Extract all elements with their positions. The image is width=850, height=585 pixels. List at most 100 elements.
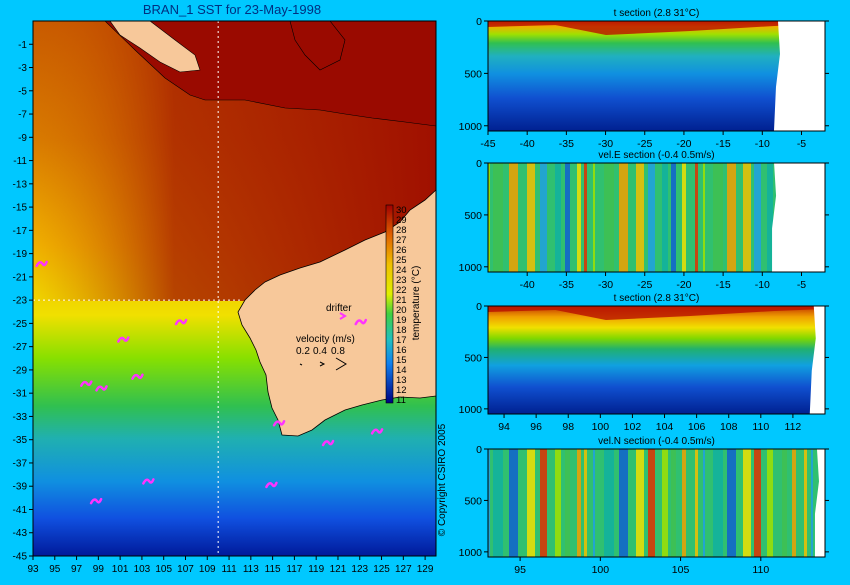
velocity-band (540, 449, 547, 557)
map-x-tick-label: 127 (395, 564, 412, 575)
map-frame (32, 20, 437, 557)
colorbar-tick-label: 18 (396, 325, 407, 336)
colorbar-tick-label: 25 (396, 255, 407, 266)
velocity-band (619, 163, 628, 272)
colorbar-tick-label: 13 (396, 375, 407, 386)
colorbar-tick-label: 28 (396, 225, 407, 236)
section-x-tick-label: -25 (637, 279, 652, 291)
velocity-band (540, 163, 547, 272)
map-y-tick-label: -9 (18, 133, 27, 144)
colorbar-tick-label: 27 (396, 235, 407, 246)
map-y-tick-label: -3 (18, 63, 27, 74)
velocity-scale-value: 0.2 (296, 346, 310, 357)
no-data-region (809, 306, 825, 414)
map-x-tick-label: 103 (134, 564, 151, 575)
section-x-tick-label: -35 (559, 138, 574, 150)
section-x-tick-label: -10 (755, 138, 770, 150)
map-y-tick-label: -25 (13, 319, 28, 330)
velocity-scale-value: 0.4 (313, 346, 327, 357)
t-section-lon-frame (487, 305, 826, 415)
colorbar-tick-label: 20 (396, 305, 407, 316)
velocity-band (493, 163, 503, 272)
section-x-tick-label: -15 (716, 279, 731, 291)
map-y-tick-label: -13 (13, 179, 28, 190)
velocity-band (682, 163, 686, 272)
veln-section-title: vel.N section (-0.4 0.5m/s) (598, 436, 715, 447)
velocity-label: velocity (m/s) (296, 334, 355, 345)
velocity-band (703, 163, 705, 272)
vele-section-field (488, 163, 825, 272)
section-y-tick-label: 500 (464, 352, 482, 364)
velocity-band (604, 449, 614, 557)
section-x-tick-label: -5 (797, 138, 806, 150)
section-y-tick-label: 500 (464, 210, 482, 222)
veln-section-frame (487, 448, 826, 558)
velocity-band (743, 163, 751, 272)
velocity-scale-value: 0.8 (331, 346, 345, 357)
velocity-arrow-icon (299, 363, 303, 366)
drifter-marker (272, 420, 286, 427)
t-section-lat-title: t section (2.8 31°C) (614, 8, 700, 19)
velocity-band (593, 163, 595, 272)
velocity-band (648, 449, 655, 557)
section-y-tick-label: 0 (476, 158, 482, 170)
map-y-tick-label: -29 (13, 365, 28, 376)
veln-section-background (488, 449, 825, 557)
section-x-tick-label: 108 (720, 421, 738, 433)
map-x-tick-label: 109 (199, 564, 216, 575)
t-section-lon-title: t section (2.8 31°C) (614, 293, 700, 304)
no-data-region (773, 21, 825, 131)
velocity-band (695, 163, 698, 272)
velocity-band (565, 163, 570, 272)
map-y-tick-label: -11 (13, 156, 27, 167)
section-x-tick-label: 102 (624, 421, 642, 433)
colorbar-tick-label: 17 (396, 335, 407, 346)
drifter-legend-marker (339, 312, 347, 320)
section-x-tick-label: 100 (592, 421, 610, 433)
velocity-band (509, 449, 518, 557)
vele-section-title: vel.E section (-0.4 0.5m/s) (598, 150, 714, 161)
velocity-band (565, 449, 570, 557)
velocity-band (509, 163, 518, 272)
sulawesi-landmass (289, 21, 346, 71)
section-x-tick-label: -20 (676, 138, 691, 150)
map-y-tick-label: -41 (13, 505, 28, 516)
map-y-tick-label: -45 (13, 552, 28, 563)
section-x-tick-label: 106 (688, 421, 706, 433)
section-y-tick-label: 0 (476, 444, 482, 456)
section-x-tick-label: -15 (716, 138, 731, 150)
surface-warm-layer (488, 306, 825, 320)
map-y-tick-label: -15 (13, 203, 28, 214)
indonesia-landmass (104, 21, 436, 127)
colorbar-tick-label: 22 (396, 285, 407, 296)
section-y-tick-label: 500 (464, 68, 482, 80)
velocity-band (703, 449, 705, 557)
t-section-lat-panel: t section (2.8 31°C) -45 -40 -35 -30 -25 -20 -1… (459, 8, 829, 150)
section-y-tick-label: 0 (476, 16, 482, 28)
vele-section-frame (487, 162, 826, 273)
surface-warm-layer (488, 21, 825, 35)
map-y-tick-label: -21 (13, 272, 28, 283)
velocity-band (662, 449, 668, 557)
velocity-band (555, 449, 561, 557)
colorbar-tick-label: 23 (396, 275, 407, 286)
velocity-band (792, 449, 796, 557)
section-y-tick-label: 1000 (459, 547, 483, 559)
section-x-tick-label: -30 (598, 279, 613, 291)
velocity-arrow-icon (319, 361, 326, 367)
colorbar-tick-label: 12 (396, 385, 407, 396)
map-y-tick-label: -1 (18, 40, 27, 51)
map-x-tick-label: 95 (49, 564, 61, 575)
section-x-tick-label: 98 (562, 421, 574, 433)
velocity-band (604, 163, 614, 272)
t-section-lon-panel: t section (2.8 31°C) 94 96 98 100 102 104 106 10… (459, 293, 829, 433)
section-x-tick-label: 96 (530, 421, 542, 433)
velocity-band (555, 163, 561, 272)
velocity-band (754, 449, 761, 557)
section-x-tick-label: 110 (752, 564, 769, 576)
section-x-tick-label: 94 (498, 421, 510, 433)
map-y-tick-label: -33 (13, 412, 28, 423)
t-section-lat-field (488, 21, 825, 131)
map-y-tick-label: -23 (13, 296, 28, 307)
